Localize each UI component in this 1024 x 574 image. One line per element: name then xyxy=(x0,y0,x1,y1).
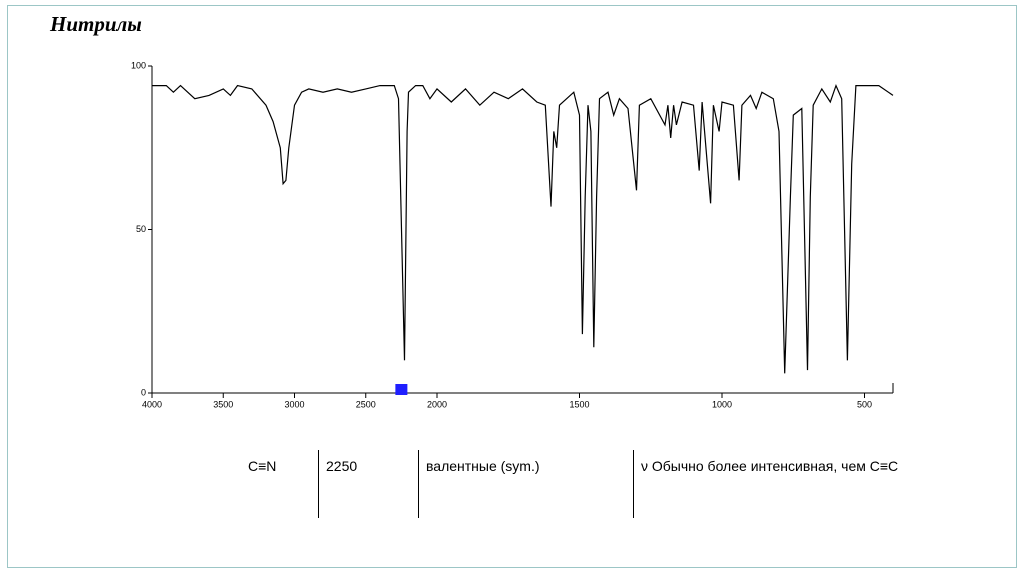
x-tick-label: 500 xyxy=(857,399,872,409)
y-tick-label: 0 xyxy=(141,387,146,397)
slide-title: Нитрилы xyxy=(50,12,142,36)
column-separator xyxy=(318,450,319,518)
slide-frame xyxy=(7,5,1017,568)
table-cell: валентные (sym.) xyxy=(426,458,540,474)
x-tick-label: 4000 xyxy=(142,399,162,409)
x-tick-label: 2000 xyxy=(427,399,447,409)
table-cell: ν Обычно более интенсивная, чем C≡C xyxy=(641,458,899,474)
y-tick-label: 50 xyxy=(136,224,146,234)
spectrum-line xyxy=(152,83,894,374)
x-tick-label: 3500 xyxy=(213,399,233,409)
y-tick-label: 100 xyxy=(131,60,146,70)
marker xyxy=(395,384,408,395)
x-tick-label: 2500 xyxy=(356,399,376,409)
column-separator xyxy=(418,450,419,518)
table-cell: C≡N xyxy=(248,458,277,474)
column-separator xyxy=(633,450,634,518)
x-tick-label: 1000 xyxy=(712,399,732,409)
x-tick-label: 1500 xyxy=(569,399,589,409)
table-cell: 2250 xyxy=(326,458,358,474)
x-tick-label: 3000 xyxy=(284,399,304,409)
